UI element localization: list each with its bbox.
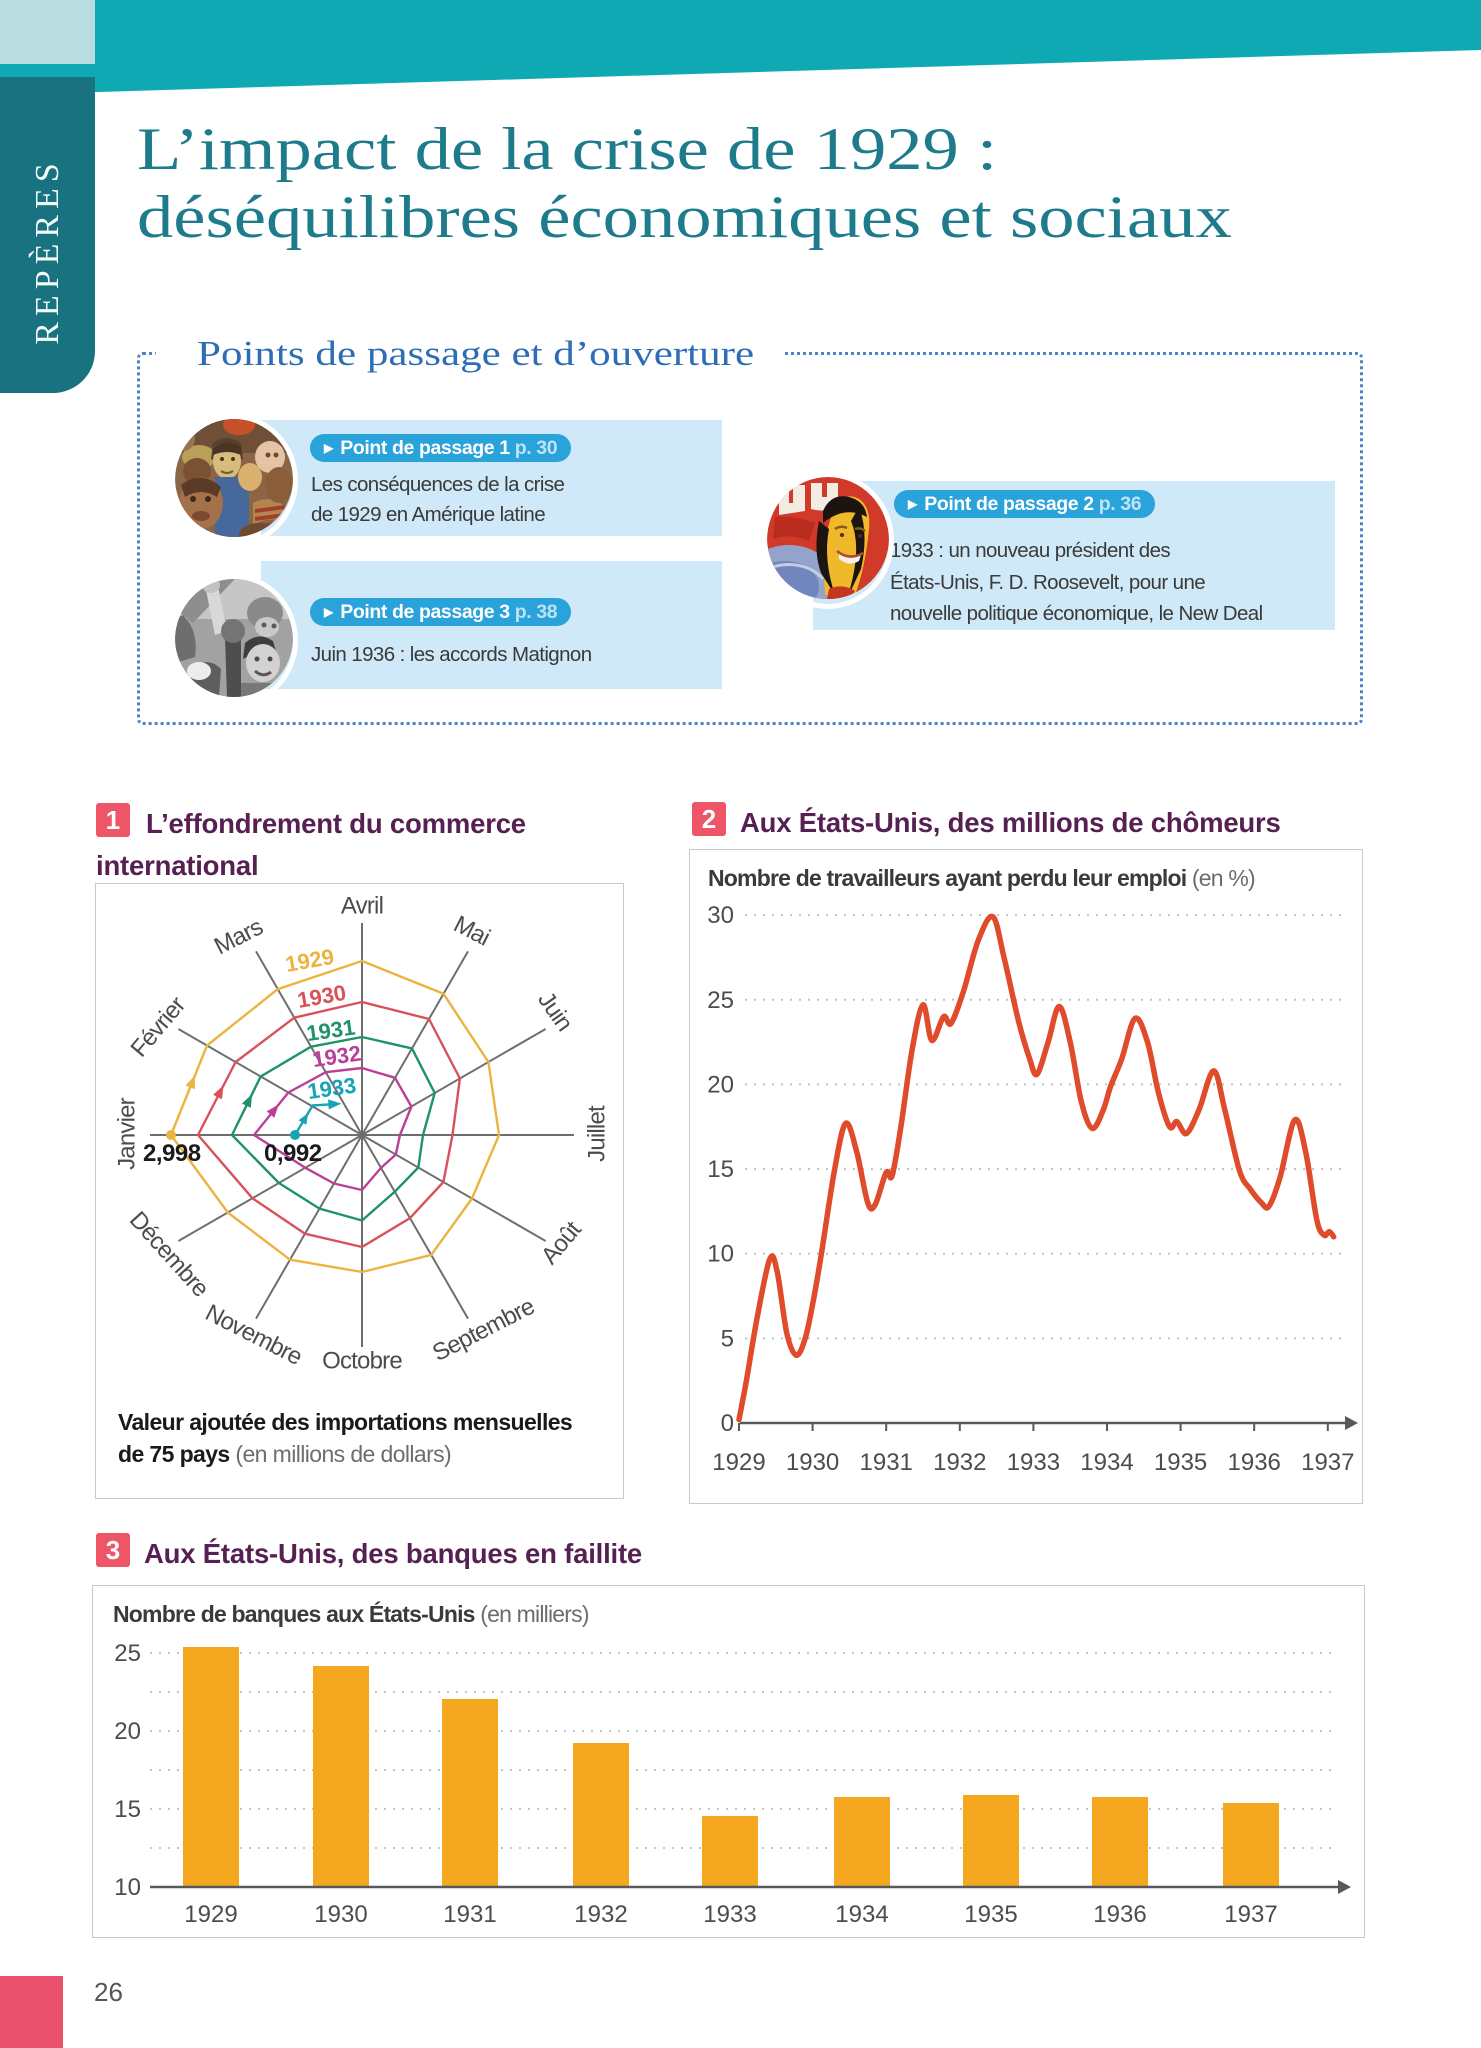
- svg-text:1934: 1934: [835, 1901, 888, 1928]
- svg-text:1937: 1937: [1224, 1901, 1277, 1928]
- svg-text:0,992: 0,992: [264, 1140, 322, 1167]
- svg-text:1933: 1933: [703, 1901, 756, 1928]
- svg-text:5: 5: [721, 1325, 734, 1352]
- svg-text:1935: 1935: [1154, 1449, 1207, 1476]
- svg-text:1930: 1930: [314, 1901, 367, 1928]
- svg-text:15: 15: [707, 1156, 734, 1183]
- svg-text:2,998: 2,998: [143, 1140, 201, 1167]
- svg-text:1931: 1931: [443, 1901, 496, 1928]
- svg-text:Janvier: Janvier: [113, 1097, 140, 1170]
- svg-text:1930: 1930: [786, 1449, 839, 1476]
- svg-text:1932: 1932: [933, 1449, 986, 1476]
- svg-text:25: 25: [707, 987, 734, 1014]
- svg-text:1936: 1936: [1093, 1901, 1146, 1928]
- svg-text:0: 0: [721, 1410, 734, 1437]
- svg-text:1929: 1929: [712, 1449, 765, 1476]
- svg-text:30: 30: [707, 902, 734, 929]
- svg-text:15: 15: [114, 1796, 141, 1823]
- svg-text:Nombre de banques aux États-Un: Nombre de banques aux États-Unis (en mil…: [113, 1600, 589, 1627]
- svg-text:1933: 1933: [306, 1073, 358, 1105]
- svg-text:1932: 1932: [574, 1901, 627, 1928]
- svg-text:Août: Août: [536, 1216, 587, 1270]
- svg-text:Octobre: Octobre: [322, 1347, 402, 1374]
- svg-text:Décembre: Décembre: [124, 1206, 214, 1302]
- svg-text:1932: 1932: [311, 1041, 363, 1073]
- svg-text:Novembre: Novembre: [201, 1299, 307, 1371]
- svg-text:Avril: Avril: [341, 892, 383, 919]
- svg-text:Septembre: Septembre: [428, 1293, 539, 1367]
- svg-text:Mai: Mai: [449, 911, 494, 952]
- svg-text:1935: 1935: [964, 1901, 1017, 1928]
- svg-text:1936: 1936: [1228, 1449, 1281, 1476]
- svg-text:20: 20: [114, 1718, 141, 1745]
- svg-text:Juin: Juin: [532, 987, 578, 1036]
- svg-text:1933: 1933: [1007, 1449, 1060, 1476]
- svg-text:25: 25: [114, 1640, 141, 1667]
- svg-text:1934: 1934: [1080, 1449, 1133, 1476]
- svg-text:Mars: Mars: [210, 913, 268, 960]
- svg-text:Nombre de travailleurs ayant p: Nombre de travailleurs ayant perdu leur …: [708, 865, 1255, 891]
- svg-text:Juillet: Juillet: [583, 1105, 610, 1162]
- svg-text:1929: 1929: [184, 1901, 237, 1928]
- svg-text:10: 10: [707, 1241, 734, 1268]
- svg-text:20: 20: [707, 1071, 734, 1098]
- svg-text:Février: Février: [126, 992, 192, 1063]
- svg-text:1937: 1937: [1301, 1449, 1354, 1476]
- svg-text:10: 10: [114, 1874, 141, 1901]
- svg-text:1931: 1931: [860, 1449, 913, 1476]
